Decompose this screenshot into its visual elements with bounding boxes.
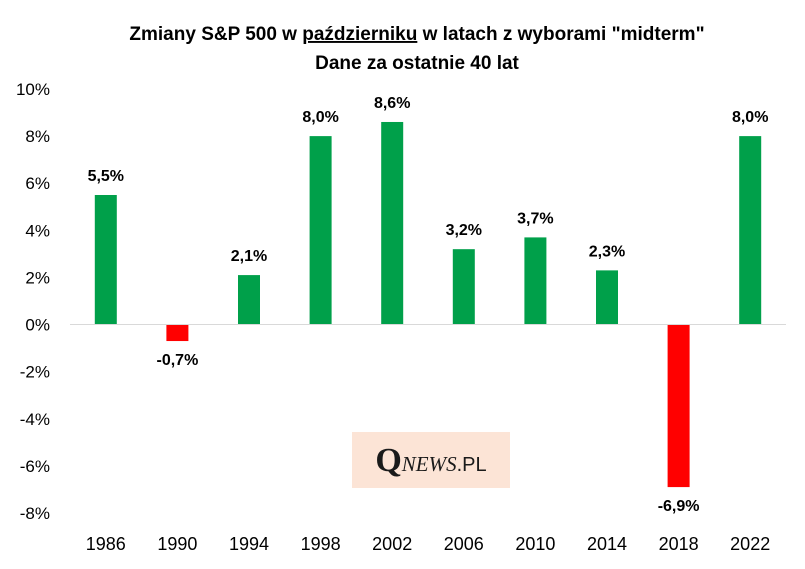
chart-subtitle: Dane za ostatnie 40 lat: [315, 53, 519, 74]
chart-title: Zmiany S&P 500 w październiku w latach z…: [129, 24, 704, 45]
data-labels: 5,5% -0,7% 2,1% 8,0% 8,6% 3,2% 3,7% 2,3% -6,9% 8,…: [88, 95, 769, 515]
y-tick-label: 6%: [25, 174, 50, 193]
watermark-rest: NEWS: [401, 452, 457, 476]
x-tick-label: 2014: [587, 534, 627, 554]
data-label: 8,0%: [732, 109, 768, 126]
watermark-background: [352, 432, 510, 488]
y-tick-label: 8%: [25, 127, 50, 146]
x-tick-label: 1998: [301, 534, 341, 554]
data-label: 2,3%: [589, 243, 625, 260]
chart-title-suffix: w latach z wyborami "midterm": [417, 24, 704, 45]
bar: [238, 275, 260, 325]
y-tick-label: 4%: [25, 221, 50, 240]
bar: [166, 324, 189, 342]
data-label: -0,7%: [157, 352, 199, 369]
x-tick-label: 1990: [157, 534, 197, 554]
data-label: 3,2%: [446, 222, 482, 239]
data-label: 8,0%: [302, 109, 338, 126]
x-tick-label: 2002: [372, 534, 412, 554]
bar: [94, 195, 117, 325]
data-label: 5,5%: [88, 168, 124, 185]
watermark-suffix: .PL: [457, 454, 487, 476]
y-tick-label: -2%: [20, 363, 50, 382]
bars: [94, 121, 762, 488]
data-label: -6,9%: [658, 498, 700, 515]
x-tick-label: 2006: [444, 534, 484, 554]
bar: [596, 270, 618, 325]
bar: [381, 121, 404, 325]
x-tick-label: 2010: [515, 534, 555, 554]
x-tick-label: 1986: [86, 534, 126, 554]
bar: [309, 136, 332, 325]
bar: [667, 324, 690, 488]
watermark-initial: Q: [375, 442, 401, 479]
x-tick-label: 1994: [229, 534, 269, 554]
data-label: 8,6%: [374, 95, 410, 112]
y-tick-label: 10%: [16, 80, 50, 99]
data-label: 3,7%: [517, 210, 553, 227]
x-tick-label: 2022: [730, 534, 770, 554]
bar: [452, 249, 475, 325]
y-tick-label: 0%: [25, 316, 50, 335]
y-tick-label: -6%: [20, 457, 50, 476]
y-axis: 10% 8% 6% 4% 2% 0% -2% -4% -6% -8%: [16, 80, 50, 523]
watermark: QNEWS.PL: [352, 432, 510, 488]
x-tick-label: 2018: [659, 534, 699, 554]
x-axis: 1986 1990 1994 1998 2002 2006 2010 2014 2018 2022: [86, 534, 770, 554]
y-tick-label: -8%: [20, 504, 50, 523]
watermark-logo: QNEWS.PL: [375, 442, 486, 479]
bar: [524, 237, 547, 325]
y-tick-label: 2%: [25, 268, 50, 287]
chart-title-prefix: Zmiany S&P 500 w: [129, 24, 302, 45]
bar: [739, 136, 762, 325]
chart-title-underlined: październiku: [302, 24, 417, 45]
data-label: 2,1%: [231, 248, 267, 265]
y-tick-label: -4%: [20, 410, 50, 429]
